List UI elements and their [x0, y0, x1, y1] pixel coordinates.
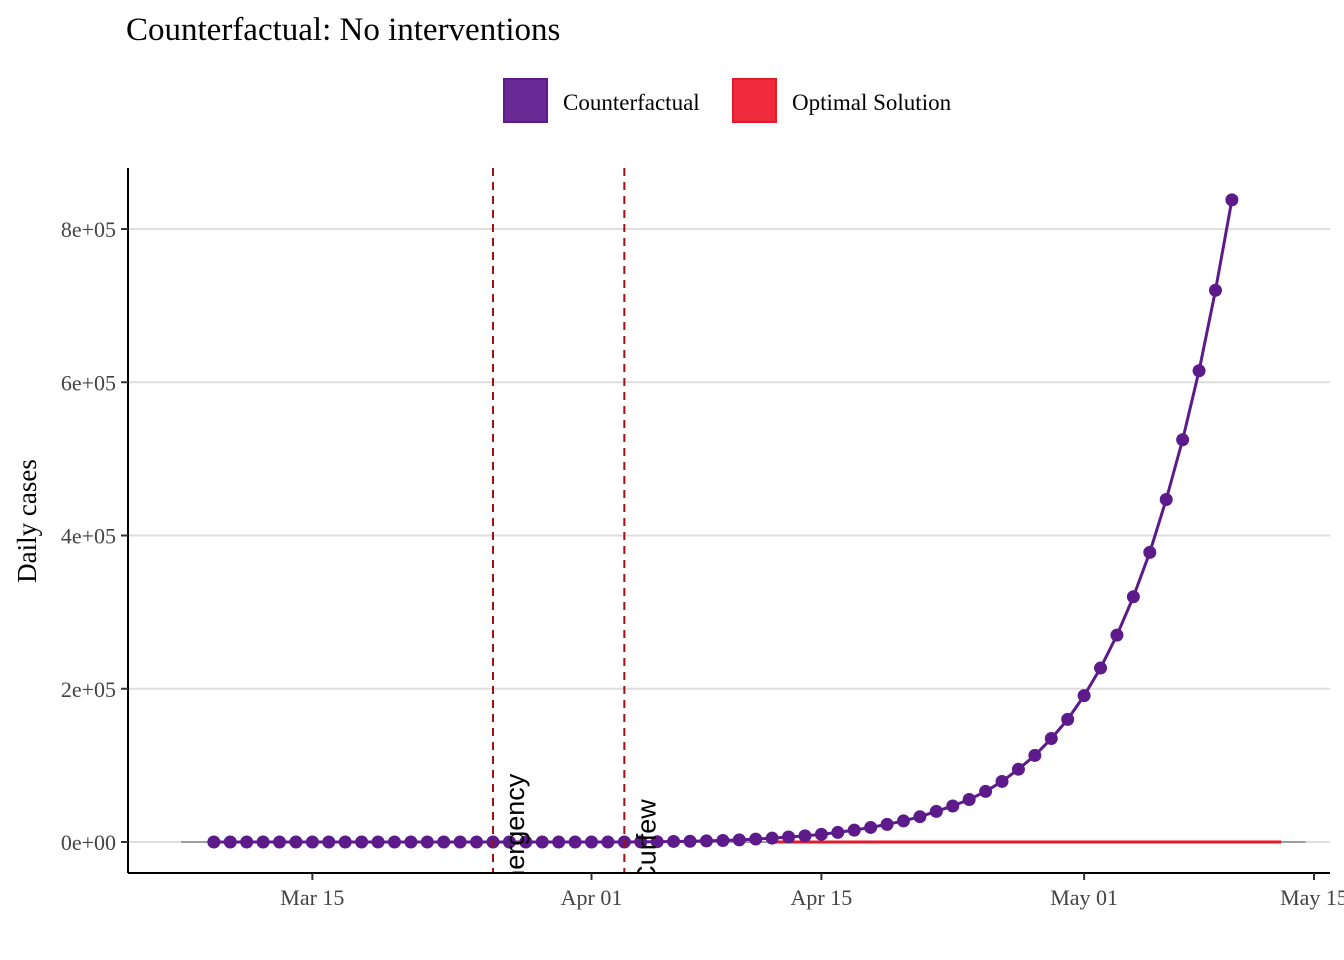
series-layer	[207, 193, 1282, 849]
data-point	[765, 831, 779, 845]
axes: 0e+00 2e+05 4e+05 6e+05 8e+05 Mar 15 Apr 01 Apr…	[61, 168, 1344, 910]
data-point	[355, 835, 369, 849]
data-point	[896, 814, 910, 828]
data-point	[223, 835, 237, 849]
data-point	[749, 832, 763, 846]
intervention-label: Emergency	[500, 773, 530, 910]
y-tick-label: 8e+05	[61, 217, 116, 242]
data-point	[305, 835, 319, 849]
data-point	[929, 804, 943, 818]
data-point	[667, 834, 681, 848]
data-point	[650, 835, 664, 849]
x-tick-label: May 15	[1280, 885, 1344, 910]
series-line-counterfactual	[213, 199, 1234, 844]
data-point	[1143, 545, 1157, 559]
data-point	[502, 835, 516, 849]
data-point	[1225, 193, 1239, 207]
data-point	[601, 835, 615, 849]
x-tick-label: Apr 15	[791, 885, 853, 910]
intervention-lines: Emergency Curfew	[491, 168, 661, 910]
data-point	[1176, 433, 1190, 447]
data-point	[847, 823, 861, 837]
data-point	[831, 825, 845, 839]
data-point	[995, 774, 1009, 788]
data-point	[864, 820, 878, 834]
data-point	[289, 835, 303, 849]
data-point	[946, 799, 960, 813]
x-tick-label: May 01	[1050, 885, 1118, 910]
data-point	[1126, 590, 1140, 604]
legend-swatch	[503, 78, 548, 123]
data-point	[1077, 689, 1091, 703]
data-point	[322, 835, 336, 849]
data-point	[979, 784, 993, 798]
chart-title: Counterfactual: No interventions	[126, 12, 560, 48]
data-point	[732, 833, 746, 847]
data-point	[1011, 762, 1025, 776]
data-point	[470, 835, 484, 849]
y-tick-label: 2e+05	[61, 677, 116, 702]
data-point	[699, 834, 713, 848]
data-point	[273, 835, 287, 849]
data-point	[683, 834, 697, 848]
data-point	[634, 835, 648, 849]
data-point	[913, 810, 927, 824]
data-point	[1192, 364, 1206, 378]
data-point	[338, 835, 352, 849]
data-point	[207, 835, 221, 849]
data-point	[1044, 732, 1058, 746]
intervention-label: Curfew	[631, 799, 661, 885]
legend-label: Counterfactual	[563, 90, 700, 115]
data-point	[962, 792, 976, 806]
data-point	[880, 817, 894, 831]
data-point	[1110, 628, 1124, 642]
data-point	[256, 835, 270, 849]
legend-label: Optimal Solution	[792, 90, 952, 115]
data-point	[1159, 492, 1173, 506]
y-tick-label: 6e+05	[61, 370, 116, 395]
data-point	[387, 835, 401, 849]
data-point	[1094, 661, 1108, 675]
data-point	[519, 835, 533, 849]
grid	[128, 228, 1330, 843]
data-point	[798, 829, 812, 843]
data-point	[437, 835, 451, 849]
data-point	[782, 830, 796, 844]
data-point	[716, 833, 730, 847]
data-point	[453, 835, 467, 849]
data-point	[1061, 712, 1075, 726]
data-point	[371, 835, 385, 849]
data-point	[535, 835, 549, 849]
y-axis-label: Daily cases	[12, 459, 42, 583]
data-point	[585, 835, 599, 849]
data-point	[1028, 748, 1042, 762]
data-point	[240, 835, 254, 849]
data-point	[814, 827, 828, 841]
legend-swatch	[732, 78, 777, 123]
y-tick-label: 4e+05	[61, 524, 116, 549]
data-point	[404, 835, 418, 849]
x-tick-label: Mar 15	[280, 885, 344, 910]
data-point	[568, 835, 582, 849]
x-tick-label: Apr 01	[561, 885, 623, 910]
data-point	[1208, 283, 1222, 297]
legend: Counterfactual Optimal Solution	[503, 78, 952, 123]
data-point	[420, 835, 434, 849]
y-tick-label: 0e+00	[61, 830, 116, 855]
data-point	[552, 835, 566, 849]
